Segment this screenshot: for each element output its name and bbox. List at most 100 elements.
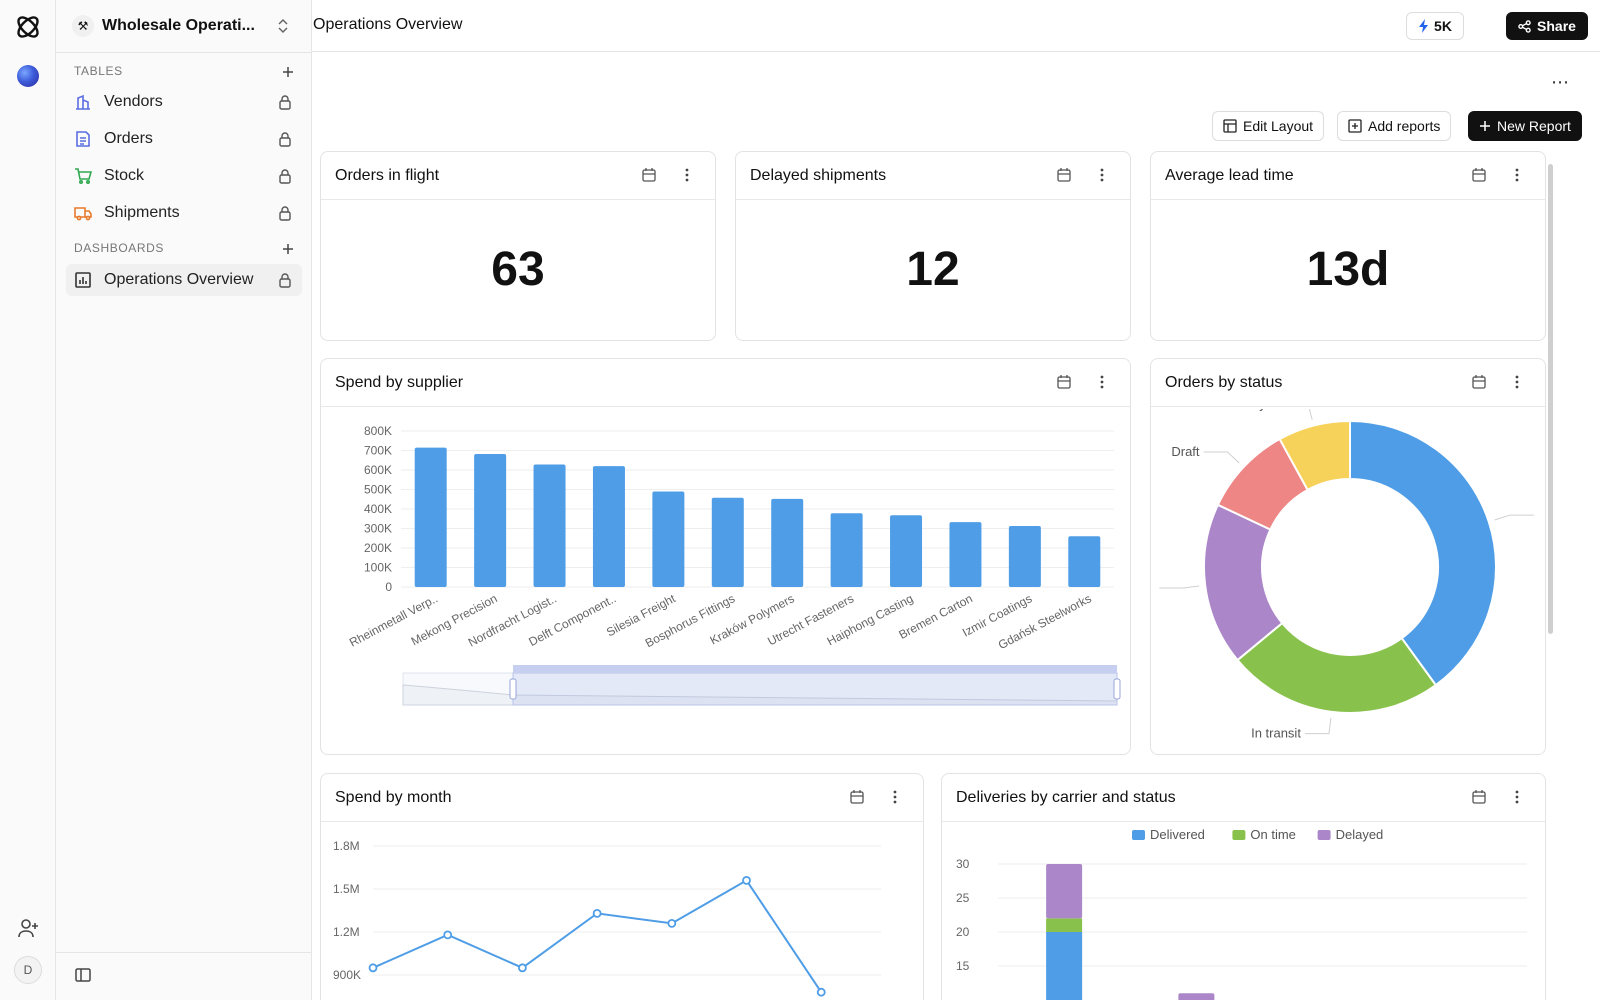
- dashboard-canvas: ⋯ Edit Layout Add reports New Report Ord…: [312, 52, 1600, 1000]
- card-spend-by-month[interactable]: Spend by month 900K 1.2M 1.5M 1.8M: [320, 773, 924, 1000]
- sidebar-toggle-icon[interactable]: [74, 966, 92, 984]
- data-point: [816, 987, 826, 997]
- y-tick-label: 15: [956, 959, 970, 973]
- bar: [652, 491, 685, 587]
- calendar-icon[interactable]: [1471, 374, 1487, 390]
- card-title: Delayed shipments: [750, 167, 887, 184]
- user-avatar[interactable]: D: [14, 956, 42, 984]
- slice-label: Delayed: [1233, 409, 1281, 411]
- kebab-menu-icon[interactable]: [887, 789, 903, 805]
- lock-icon: [279, 273, 291, 288]
- stacked-bar-segment: [1046, 864, 1083, 919]
- card-spend-by-supplier[interactable]: Spend by supplier 0 100K 200K 300K 400K 500K 6…: [320, 358, 1131, 755]
- calendar-icon[interactable]: [641, 167, 657, 183]
- pie-slice: [1236, 621, 1438, 714]
- spend-by-month-chart: 900K 1.2M 1.5M 1.8M: [333, 839, 881, 997]
- y-tick-label: 100K: [364, 561, 392, 575]
- calendar-icon[interactable]: [1056, 374, 1072, 390]
- calendar-icon[interactable]: [1056, 167, 1072, 183]
- sidebar-item-label: Orders: [104, 130, 153, 147]
- lock-icon: [279, 169, 291, 184]
- stacked-bar-segment: [1046, 932, 1083, 1000]
- credits-button[interactable]: 5K: [1406, 12, 1464, 40]
- sidebar-item-label: Shipments: [104, 204, 180, 221]
- y-tick-label: 400K: [364, 502, 392, 516]
- card-deliveries-by-carrier[interactable]: Deliveries by carrier and status Deliver…: [941, 773, 1546, 1000]
- kebab-menu-icon[interactable]: [1094, 167, 1110, 183]
- stacked-bar-segment: [1046, 918, 1083, 932]
- card-header: Delayed shipments: [736, 152, 1130, 200]
- zoom-slider-window: [512, 672, 1118, 706]
- slice-leader-line: [1494, 514, 1534, 521]
- bar: [890, 515, 923, 587]
- y-tick-label: 700K: [364, 444, 392, 458]
- workspace-name: Wholesale Operati...: [102, 17, 255, 34]
- y-tick-label: 30: [956, 857, 970, 871]
- sidebar-item-vendors[interactable]: Vendors: [66, 86, 302, 118]
- card-header: Orders in flight: [321, 152, 715, 200]
- add-reports-button[interactable]: Add reports: [1337, 111, 1452, 141]
- lock-icon: [279, 95, 291, 110]
- card-header: Spend by month: [321, 774, 923, 822]
- kebab-menu-icon[interactable]: [1509, 167, 1525, 183]
- stacked-bar-segment: [1178, 993, 1215, 1000]
- cart-icon: [75, 168, 92, 185]
- zoom-handle-right: [1113, 678, 1121, 700]
- sidebar-item-shipments[interactable]: Shipments: [66, 197, 302, 229]
- vertical-scrollbar[interactable]: [1548, 164, 1553, 634]
- edit-layout-button[interactable]: Edit Layout: [1212, 111, 1325, 141]
- add-dashboard-plus-icon[interactable]: [281, 242, 295, 256]
- add-table-plus-icon[interactable]: [281, 65, 295, 79]
- y-tick-label: 0: [385, 580, 392, 594]
- edit-layout-label: Edit Layout: [1243, 118, 1314, 134]
- share-button[interactable]: Share: [1506, 12, 1588, 40]
- card-title: Deliveries by carrier and status: [956, 789, 1176, 806]
- more-options-icon[interactable]: ⋯: [1551, 72, 1570, 92]
- kebab-menu-icon[interactable]: [1509, 374, 1525, 390]
- kpi-card-orders-in-flight[interactable]: Orders in flight 63: [320, 151, 716, 341]
- bar: [711, 497, 744, 587]
- add-reports-label: Add reports: [1368, 118, 1441, 134]
- document-icon: [76, 131, 90, 147]
- chart-board-icon: [75, 272, 91, 288]
- sidebar-item-label: Vendors: [104, 93, 163, 110]
- calendar-icon[interactable]: [1471, 789, 1487, 805]
- sidebar-item-operations-overview[interactable]: Operations Overview: [66, 264, 302, 296]
- sidebar-item-orders[interactable]: Orders: [66, 123, 302, 155]
- legend-swatch: [1317, 830, 1331, 840]
- sidebar-item-label: Stock: [104, 167, 145, 184]
- legend-swatch: [1132, 830, 1145, 840]
- kebab-menu-icon[interactable]: [1509, 789, 1525, 805]
- zoom-handle-left: [509, 678, 517, 700]
- calendar-icon[interactable]: [849, 789, 865, 805]
- kpi-card-average-lead-time[interactable]: Average lead time 13d: [1150, 151, 1546, 341]
- kpi-card-delayed-shipments[interactable]: Delayed shipments 12: [735, 151, 1131, 341]
- app-logo-icon[interactable]: [13, 12, 43, 42]
- sidebar-item-label: Operations Overview: [104, 271, 254, 288]
- lock-icon: [279, 132, 291, 147]
- legend-swatch: [1232, 830, 1246, 840]
- kebab-menu-icon[interactable]: [679, 167, 695, 183]
- lightning-icon: [1419, 19, 1429, 33]
- sidebar-item-stock[interactable]: Stock: [66, 160, 302, 192]
- data-point: [742, 876, 751, 885]
- new-report-button[interactable]: New Report: [1468, 111, 1582, 141]
- add-user-icon[interactable]: [17, 917, 39, 939]
- avatar-initial: D: [23, 963, 33, 977]
- legend-label: Delivered: [1150, 827, 1205, 842]
- bar: [414, 447, 447, 587]
- card-title: Orders in flight: [335, 167, 440, 184]
- workspace-tools-icon: ⚒: [72, 15, 94, 37]
- slice-leader-line: [1159, 585, 1200, 589]
- data-point: [518, 963, 527, 973]
- bar: [533, 464, 566, 587]
- card-header: Orders by status: [1151, 359, 1545, 407]
- calendar-icon[interactable]: [1471, 167, 1487, 183]
- bar: [830, 513, 863, 587]
- kebab-menu-icon[interactable]: [1094, 374, 1110, 390]
- y-tick-label: 200K: [364, 541, 392, 555]
- card-orders-by-status[interactable]: Orders by status In transit Draft Delayed: [1150, 358, 1546, 755]
- workspace-switcher[interactable]: ⚒ Wholesale Operati...: [72, 12, 302, 40]
- card-header: Deliveries by carrier and status: [942, 774, 1545, 822]
- workspace-orb-icon[interactable]: [17, 65, 39, 87]
